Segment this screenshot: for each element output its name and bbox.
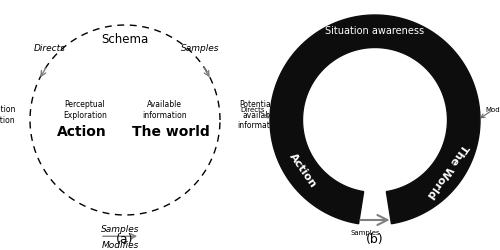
Text: Samples: Samples (181, 44, 220, 52)
Polygon shape (270, 15, 480, 224)
Text: (b): (b) (366, 234, 384, 246)
Text: Modifies: Modifies (102, 240, 138, 250)
Text: Potentially
available
information: Potentially available information (238, 100, 282, 130)
Text: Locomotion
and action: Locomotion and action (0, 105, 16, 125)
Text: (a): (a) (116, 234, 134, 246)
Text: The world: The world (132, 126, 210, 140)
Text: Directs: Directs (240, 107, 265, 113)
Text: Available
information: Available information (142, 100, 187, 120)
Text: Modifies: Modifies (485, 107, 500, 113)
Text: Samples: Samples (350, 230, 380, 236)
Text: Action: Action (287, 152, 318, 190)
Text: Action: Action (58, 126, 107, 140)
Text: Directs: Directs (34, 44, 66, 52)
Text: Schema: Schema (102, 34, 148, 46)
Text: Situation awareness: Situation awareness (326, 26, 424, 36)
Text: The World: The World (426, 142, 470, 200)
Text: Perceptual
Exploration: Perceptual Exploration (63, 100, 107, 120)
Text: Samples: Samples (101, 226, 139, 234)
